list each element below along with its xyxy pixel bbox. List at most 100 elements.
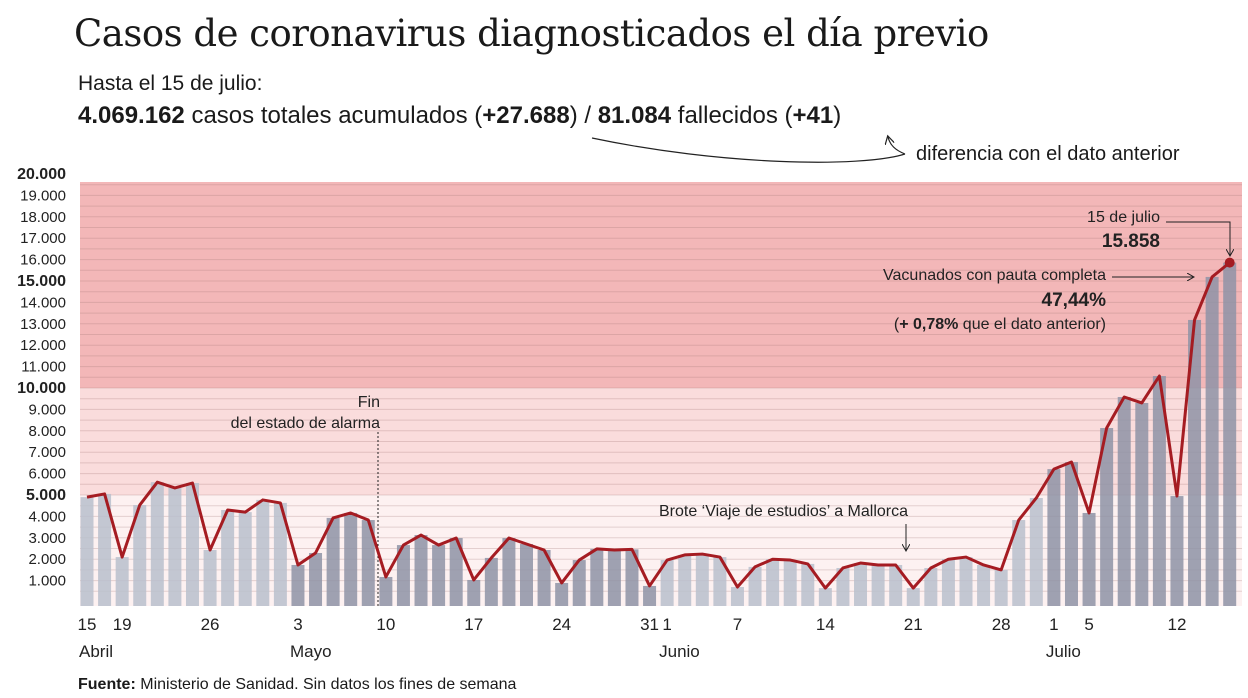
cases-diff: +27.688 [482, 102, 570, 129]
y-tick-label: 7.000 [28, 444, 66, 461]
x-tick-label: 26 [201, 615, 220, 634]
zone-high [80, 182, 1242, 388]
last-date-label: 15 de julio [1087, 209, 1160, 226]
bar [221, 509, 235, 606]
bar [1012, 520, 1026, 606]
x-tick-label: 3 [293, 615, 302, 634]
bar [502, 538, 516, 606]
bar [1100, 428, 1114, 606]
bar [273, 502, 287, 606]
month-label: Mayo [290, 642, 332, 661]
y-tick-label: 15.000 [17, 273, 66, 290]
x-tick-label: 19 [113, 615, 132, 634]
deaths-diff: +41 [792, 102, 834, 129]
bar [1047, 469, 1061, 606]
y-tick-label: 5.000 [26, 487, 66, 504]
bar [185, 483, 199, 606]
bar [818, 588, 832, 606]
bar [889, 564, 903, 606]
bar [590, 548, 604, 606]
x-tick-label: 12 [1167, 615, 1186, 634]
vacc-diff-line: (+ 0,78% que el dato anterior) [894, 316, 1106, 333]
x-tick-label: 1 [662, 615, 671, 634]
deaths-label: fallecidos [677, 102, 778, 129]
bar [941, 559, 955, 606]
bar [203, 549, 217, 606]
bar [660, 560, 674, 606]
bar [133, 505, 147, 606]
alarm-label-1: Fin [358, 394, 380, 411]
y-tick-label: 6.000 [28, 466, 66, 483]
bar [1152, 376, 1166, 606]
bar [836, 567, 850, 606]
cases-line [86, 261, 1231, 590]
bar [256, 499, 270, 606]
bar [766, 559, 780, 606]
bar [695, 554, 709, 606]
y-tick-label: 2.000 [28, 551, 66, 568]
subtitle: Hasta el 15 de julio: [78, 72, 263, 95]
source-footer: Fuente: Ministerio de Sanidad. Sin datos… [78, 676, 516, 694]
bar [748, 566, 762, 606]
bar [326, 517, 340, 606]
x-tick-label: 15 [78, 615, 97, 634]
x-tick-label: 14 [816, 615, 835, 634]
y-tick-label: 20.000 [17, 166, 66, 183]
bar [80, 497, 94, 606]
totals-line: 4.069.162 casos totales acumulados (+27.… [78, 102, 842, 129]
bar [537, 549, 551, 606]
x-tick-label: 10 [376, 615, 395, 634]
bar [467, 579, 481, 606]
bar [678, 554, 692, 606]
bar [484, 557, 498, 606]
bar [1223, 262, 1237, 606]
bar [379, 576, 393, 606]
bar [238, 512, 252, 606]
bar [959, 557, 973, 606]
bar [783, 560, 797, 606]
bar [1135, 402, 1149, 606]
bar [871, 564, 885, 606]
month-label: Abril [79, 642, 113, 661]
y-tick-label: 11.000 [21, 359, 66, 376]
diff-arrows [591, 137, 906, 163]
x-tick-label: 24 [552, 615, 571, 634]
x-tick-label: 28 [992, 615, 1011, 634]
y-tick-label: 16.000 [20, 252, 66, 269]
vacc-diff: + 0,78% [899, 316, 958, 333]
vacc-value: 47,44% [1042, 290, 1107, 311]
x-tick-label: 17 [464, 615, 483, 634]
bar [520, 544, 533, 606]
bar [1064, 462, 1078, 606]
bar [98, 493, 112, 606]
bar [994, 569, 1008, 606]
bar [977, 564, 991, 606]
bar [713, 557, 727, 606]
bar [730, 587, 744, 606]
y-tick-label: 12.000 [20, 337, 66, 354]
last-value-arrow [1166, 221, 1230, 255]
month-label: Julio [1046, 642, 1081, 661]
y-tick-label: 17.000 [20, 230, 66, 247]
month-label: Junio [659, 642, 700, 661]
bar [309, 552, 323, 606]
chart-title: Casos de coronavirus diagnosticados el d… [74, 12, 989, 55]
bar [607, 549, 621, 606]
bar [1170, 496, 1184, 606]
bar [150, 482, 164, 606]
x-tick-label: 31 [640, 615, 659, 634]
bar [1188, 319, 1202, 606]
last-point [1224, 257, 1235, 268]
bar [396, 545, 410, 606]
y-tick-label: 8.000 [28, 423, 66, 440]
bar [572, 560, 586, 606]
bar [906, 588, 920, 606]
bar [361, 520, 375, 606]
bar [555, 582, 569, 606]
total-cases: 4.069.162 [78, 102, 185, 129]
outbreak-label: Brote ‘Viaje de estudios’ a Mallorca [659, 503, 908, 520]
y-tick-label: 10.000 [17, 380, 66, 397]
bar [924, 567, 938, 606]
total-deaths: 81.084 [597, 102, 672, 129]
vacc-label: Vacunados con pauta completa [883, 267, 1106, 284]
